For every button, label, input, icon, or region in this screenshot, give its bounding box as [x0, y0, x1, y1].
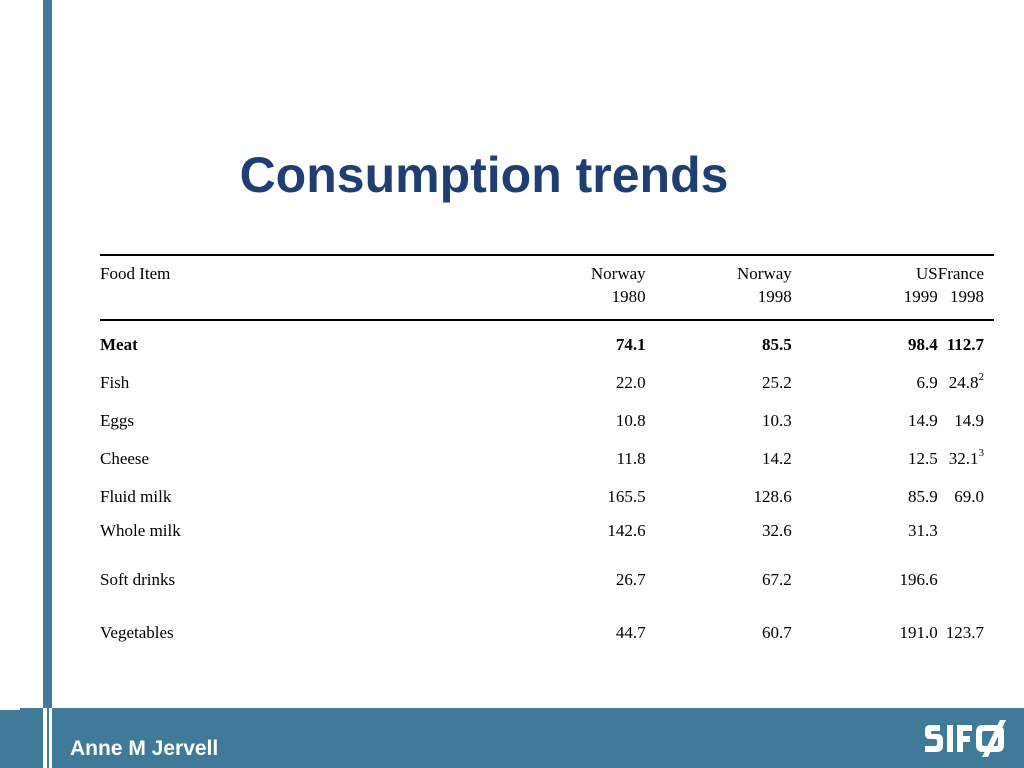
author-name: Anne M Jervell	[70, 737, 219, 760]
footnote-marker: 3	[978, 447, 985, 460]
cell-value: 24.82	[948, 371, 985, 392]
header-food-item: Food Item	[100, 264, 171, 283]
cell-value: 11.8	[616, 449, 646, 468]
row-label: Vegetables	[100, 623, 174, 642]
cell-value: 32.13	[948, 447, 985, 468]
cell-value: 14.9	[907, 411, 938, 430]
cell-value: 31.3	[907, 521, 938, 540]
cell-value: 165.5	[607, 487, 646, 506]
cell-value: 10.8	[615, 411, 646, 430]
header-us-1999: US 1999	[903, 264, 938, 306]
cell-value: 69.0	[954, 487, 984, 506]
cell-value: 22.0	[615, 373, 646, 392]
row-label: Eggs	[100, 411, 134, 430]
row-label: Fish	[100, 373, 130, 392]
table-top-rule	[100, 254, 994, 256]
cell-value	[938, 565, 994, 614]
footer-divider-inner	[47, 708, 49, 768]
table-header-rule	[100, 319, 994, 321]
cell-value	[938, 516, 994, 565]
row-label: Fluid milk	[100, 487, 172, 506]
header-norway-1980: Norway 1980	[590, 264, 646, 306]
cell-value: 67.2	[762, 570, 792, 589]
cell-value: 26.7	[615, 570, 646, 589]
table-header-row: Food Item Norway 1980 Norway 1998 US 1999 F…	[100, 256, 994, 326]
sifo-logo	[925, 720, 1006, 757]
cell-value: 85.5	[762, 335, 792, 354]
cell-value: 12.5	[907, 449, 938, 468]
table-row: Meat 74.1 85.5 98.4 112.7	[100, 326, 994, 364]
table-row: Vegetables 44.7 60.7 191.0 123.7	[100, 614, 994, 652]
cell-value: 10.3	[762, 411, 792, 430]
table-row: Eggs 10.8 10.3 14.9 14.9	[100, 402, 994, 440]
table-row: Fish 22.0 25.2 6.9 24.82	[100, 364, 994, 402]
row-label: Whole milk	[100, 521, 181, 540]
cell-value: 44.7	[615, 623, 646, 642]
table-row: Whole milk 142.6 32.6 31.3	[100, 516, 994, 565]
cell-value: 112.7	[946, 335, 984, 354]
table-row: Soft drinks 26.7 67.2 196.6	[100, 565, 994, 614]
row-label: Meat	[100, 335, 138, 354]
cell-value: 74.1	[615, 335, 646, 354]
cell-value: 32.6	[762, 521, 792, 540]
cell-value: 6.9	[916, 373, 938, 392]
consumption-table: Food Item Norway 1980 Norway 1998 US 1999 F…	[100, 256, 994, 652]
cell-value: 98.4	[907, 335, 938, 354]
table-row: Cheese 11.8 14.2 12.5 32.13	[100, 440, 994, 478]
cell-value: 128.6	[753, 487, 792, 506]
cell-value: 191.0	[899, 623, 938, 642]
cell-value: 142.6	[607, 521, 646, 540]
header-france-1998: France 1998	[937, 264, 984, 306]
row-label: Cheese	[100, 449, 150, 468]
cell-value: 25.2	[762, 373, 792, 392]
slide-title: Consumption trends	[239, 147, 729, 203]
row-label: Soft drinks	[100, 570, 176, 589]
cell-value: 196.6	[899, 570, 938, 589]
footer-bar	[0, 708, 1024, 768]
footer-tick	[0, 708, 20, 710]
table-row: Fluid milk 165.5 128.6 85.9 69.0	[100, 478, 994, 516]
cell-value: 85.9	[907, 487, 938, 506]
header-norway-1998: Norway 1998	[737, 264, 792, 306]
cell-value: 123.7	[945, 623, 984, 642]
cell-value: 14.9	[954, 411, 984, 430]
footnote-marker: 2	[978, 371, 985, 384]
cell-value: 60.7	[762, 623, 792, 642]
left-accent-bar	[43, 0, 52, 768]
cell-value: 14.2	[762, 449, 792, 468]
